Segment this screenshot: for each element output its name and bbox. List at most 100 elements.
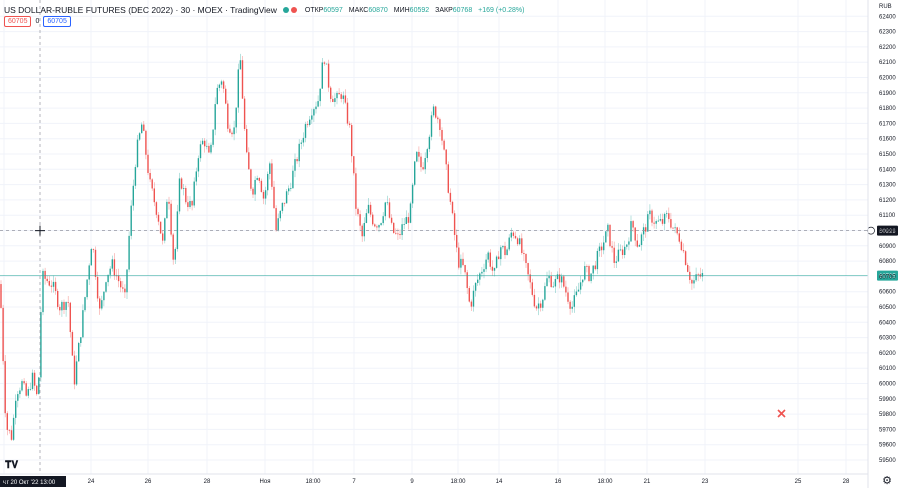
candle-body [46,278,48,282]
candle-body [31,372,34,389]
candle-body [80,337,82,343]
candle-body [592,265,594,274]
last-price-badge [877,270,898,281]
candle-body [143,124,145,131]
last-price-label: 60705 [879,274,896,280]
y-tick-label: 62200 [879,45,896,51]
candle-body [584,266,586,280]
candle-body [653,222,655,224]
candle-body [132,185,134,206]
candle-body [388,202,391,218]
candle-body [519,238,521,245]
tradingview-logo-icon[interactable]: 𝐓𝐕 [5,460,19,471]
candle-body [103,291,105,301]
y-tick-label: 60200 [879,351,896,357]
candle-body [239,60,242,70]
candle-body [4,361,6,414]
candle-body [374,224,376,227]
candle-body [78,342,80,362]
candle-body [294,159,296,171]
candle-body [101,300,103,309]
candle-body [428,136,431,150]
candle-body [569,301,571,309]
candle-body [166,201,168,219]
buy-price-box[interactable]: 60705 [43,16,71,27]
candle-body [504,245,506,256]
candle-body [241,60,244,99]
candle-body [369,204,372,215]
candle-body [199,144,202,159]
candle-body [393,222,395,233]
candle-body [582,279,584,283]
candle-body [71,332,74,356]
candle-body [120,281,122,288]
symbol-title[interactable]: US DOLLAR-RUBLE FUTURES (DEC 2022) · 30 … [4,5,277,15]
candle-body [424,158,426,170]
candle-body [548,276,550,279]
candle-body [516,238,519,245]
y-tick-label: 59500 [879,458,896,464]
change-value: +169 (+0.28%) [478,6,525,14]
y-tick-label: 61900 [879,91,896,97]
candle-body [399,234,401,236]
legend-header: US DOLLAR-RUBLE FUTURES (DEC 2022) · 30 … [4,3,528,17]
candle-body [477,279,479,283]
candle-body [472,290,475,307]
candle-body [680,241,683,251]
candle-body [237,69,239,108]
candle-body [661,219,664,224]
y-tick-label: 61200 [879,198,896,204]
candle-body [134,167,137,186]
candle-body [565,286,567,293]
candle-body [15,400,17,418]
crosshair-price-badge [877,225,898,236]
y-tick-label: 60300 [879,336,896,342]
open-value: 60597 [323,6,343,14]
candle-body [451,201,454,214]
candle-body [233,127,235,135]
candle-body [607,224,609,232]
candle-body [483,269,485,272]
candle-body [147,154,149,173]
candle-body [674,227,676,229]
y-tick-label: 60500 [879,305,896,311]
gear-icon[interactable]: ⚙ [882,475,892,487]
candle-body [65,301,67,310]
candle-body [283,202,286,204]
candle-body [180,178,183,189]
low-label: МИН [393,6,410,14]
close-marker-icon [777,409,786,418]
candle-body [273,186,275,209]
candle-body [82,310,84,338]
candle-body [552,286,554,288]
candle-body [44,270,46,279]
candle-body [6,413,8,430]
candle-body [577,289,580,292]
candle-body [340,94,342,99]
candle-body [414,161,416,185]
candle-body [107,274,109,283]
candle-body [464,265,466,273]
x-tick-label: 18:00 [305,479,321,485]
candle-body [418,151,420,157]
candle-body [485,259,487,270]
candle-body [262,191,265,199]
candle-body [613,247,615,263]
candle-body [90,249,92,266]
candle-body [288,188,290,192]
candle-body [609,224,611,247]
candle-body [212,129,214,145]
candle-body [634,227,636,241]
candle-body [325,63,328,65]
sell-price-box[interactable]: 60705 [4,16,32,27]
candle-body [254,179,256,195]
candle-body [588,266,590,282]
candle-body [218,84,221,88]
crosshair-time-label: чт 20 Окт '22 13:00 [3,480,56,486]
y-tick-label: 59900 [879,397,896,403]
candle-body [395,232,397,234]
candle-body [638,245,641,247]
candle-body [10,430,13,440]
candle-body [42,270,44,313]
